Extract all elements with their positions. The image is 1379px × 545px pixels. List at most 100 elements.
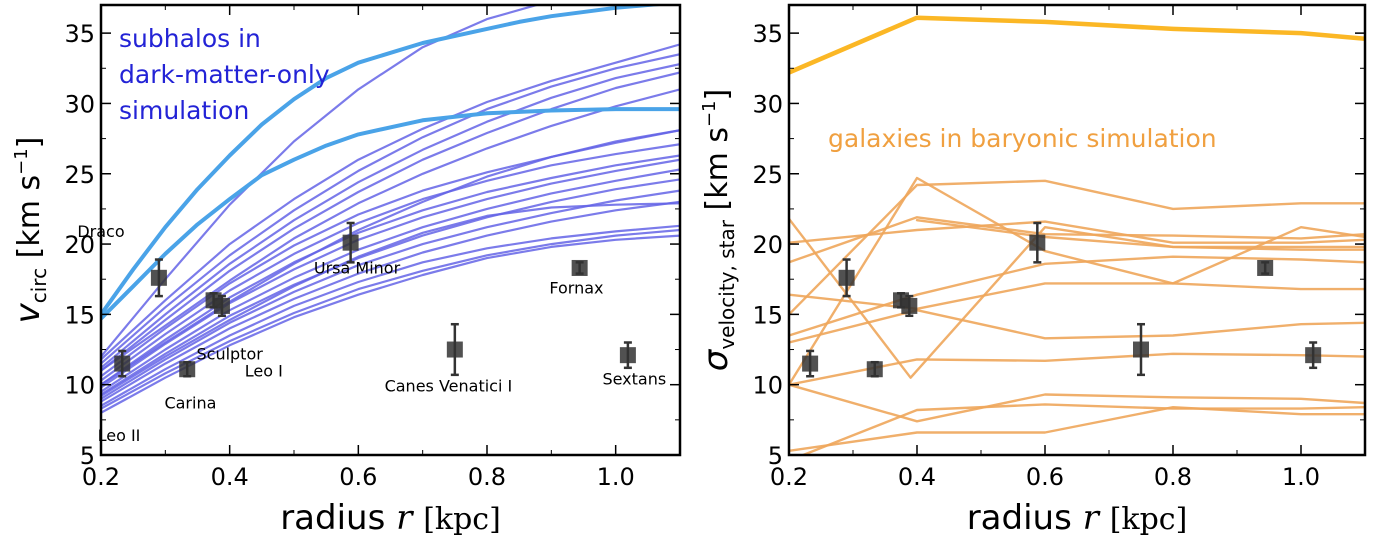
x-axis-label: radius r [kpc] [280, 498, 501, 538]
y-tick-label: 35 [752, 20, 783, 48]
subhalo-curve-8 [101, 158, 680, 389]
y-tick-label: 15 [64, 301, 95, 329]
y-axis-label-unit: [km s [700, 127, 735, 210]
data-point-marker [179, 361, 196, 378]
data-point-4: Leo I [213, 294, 283, 380]
y-tick-label: 20 [64, 231, 95, 259]
y-tick-label: 30 [752, 90, 783, 118]
galaxy-curve-8 [789, 309, 1365, 344]
data-point-8 [1305, 341, 1322, 370]
right-panel: 0.2 0.4 0.6 0.8 1.0 5 10 15 20 25 30 35 radius r [kp… [696, 3, 1367, 538]
x-tick-label: 0.6 [339, 463, 377, 491]
data-point-4 [901, 294, 918, 318]
data-point-marker [571, 259, 588, 276]
y-axis-label-var: σ [696, 348, 736, 371]
data-point-1 [802, 349, 819, 378]
annotation-text: subhalos in [119, 24, 261, 53]
data-point-marker [114, 355, 131, 372]
data-point-7: Fornax [549, 259, 603, 297]
subhalo-curve-highlight-1 [101, 107, 680, 321]
y-tick-label: 30 [64, 90, 95, 118]
data-point-0 [838, 258, 855, 298]
y-axis-label: σvelocity, star [km s−1] [696, 89, 739, 371]
x-tick-label: 0.8 [468, 463, 506, 491]
data-point-marker [838, 269, 855, 286]
galaxy-label: Leo II [98, 426, 141, 445]
subhalo-curve-16 [101, 129, 680, 386]
subhalo-curve-9 [101, 168, 680, 393]
y-tick-label: 35 [64, 20, 95, 48]
y-tick-label: 20 [752, 231, 783, 259]
y-axis-label-sub: circ [27, 268, 51, 303]
y-tick-label: 10 [752, 372, 783, 400]
subhalo-curve-4 [101, 71, 680, 372]
data-point-marker [901, 297, 918, 314]
data-point-5: Ursa Minor [314, 221, 401, 278]
galaxy-curve-3 [789, 216, 1365, 264]
galaxy-curve-2 [789, 220, 1365, 244]
galaxy-label: Ursa Minor [314, 259, 401, 278]
data-point-7 [1257, 259, 1274, 276]
y-tick-label: 25 [752, 161, 783, 189]
x-axis-label-space [1099, 498, 1110, 538]
data-point-marker [446, 341, 463, 358]
galaxy-curve-0 [789, 176, 1365, 386]
left-lines [101, 5, 680, 414]
x-axis-label-unit: [kpc] [423, 502, 501, 537]
y-axis-label-unit-sup: −1 [699, 100, 720, 127]
y-axis-label-unit-close: ] [12, 137, 47, 149]
galaxy-label: Carina [164, 394, 216, 413]
subhalo-curve-15 [101, 234, 680, 414]
x-axis-label-space [412, 498, 423, 538]
y-tick-label: 5 [768, 442, 783, 470]
data-point-marker [866, 361, 883, 378]
data-point-8: Sextans [602, 341, 666, 389]
subhalo-curve-18 [101, 202, 680, 397]
galaxy-curve-12 [789, 406, 1365, 452]
data-point-2 [866, 360, 883, 378]
x-tick-label: 1.0 [597, 463, 635, 491]
galaxy-label: Canes Venatici I [385, 377, 513, 396]
galaxy-label: Fornax [549, 278, 603, 297]
x-axis-label-var: r [1083, 498, 1101, 538]
annotation-text: dark-matter-only [119, 60, 330, 89]
y-axis-label-sub: velocity, star [715, 219, 739, 349]
galaxy-curve-6 [789, 282, 1365, 310]
data-point-marker [342, 234, 359, 251]
subhalo-curve-6 [101, 143, 680, 382]
x-axis-label-space [1072, 498, 1083, 538]
data-point-marker [802, 355, 819, 372]
x-tick-label: 0.2 [82, 463, 120, 491]
data-point-marker [1029, 234, 1046, 251]
subhalo-curve-highlight-0 [101, 5, 671, 317]
right-lines [789, 15, 1365, 455]
data-point-marker [619, 347, 636, 364]
x-tick-label: 0.2 [770, 463, 808, 491]
data-point-marker [1133, 341, 1149, 358]
subhalo-curve-13 [101, 224, 680, 407]
data-point-marker [150, 269, 167, 286]
subhalo-curve-12 [101, 200, 680, 403]
subhalo-curve-7 [101, 154, 680, 386]
data-point-0: Draco [77, 222, 167, 298]
subhalo-curve-3 [101, 62, 680, 369]
y-axis-label-var: v [8, 302, 48, 323]
data-point-1: Leo II [98, 349, 141, 445]
subhalo-curve-0 [101, 5, 541, 358]
galaxy-label: Sculptor [196, 344, 263, 363]
galaxy-curve-11 [799, 403, 1365, 455]
galaxy-curve-7 [789, 255, 1365, 337]
x-tick-label: 1.0 [1282, 463, 1320, 491]
y-axis-label-unit-sup: −1 [11, 148, 32, 175]
data-point-marker [1305, 347, 1322, 364]
y-tick-label: 25 [64, 161, 95, 189]
x-axis-label-space [385, 498, 396, 538]
y-tick-label: 5 [80, 442, 95, 470]
y-axis-label-unit-close: ] [700, 89, 735, 101]
left-frame [99, 3, 682, 457]
subhalo-curve-2 [101, 53, 680, 365]
right-ticks: 0.2 0.4 0.6 0.8 1.0 5 10 15 20 25 30 35 [752, 5, 1366, 491]
galaxy-curve-bold-0 [789, 15, 1365, 75]
